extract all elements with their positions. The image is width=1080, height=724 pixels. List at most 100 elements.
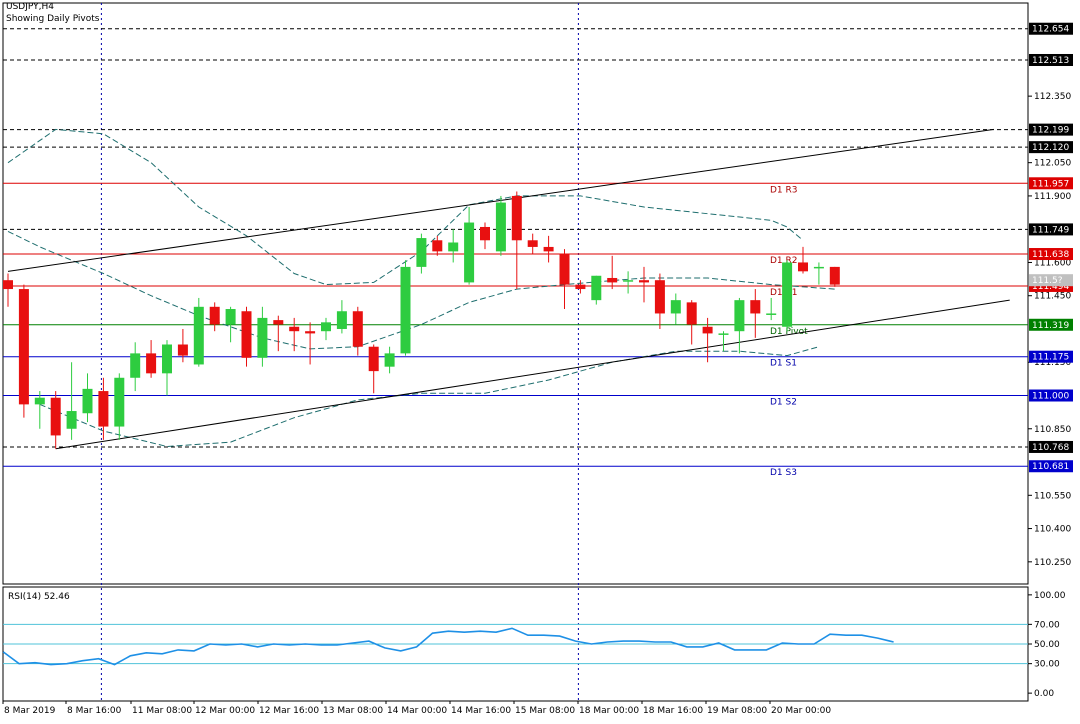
pivot-label: D1 S3 xyxy=(770,468,797,478)
candle-body xyxy=(305,331,316,334)
time-axis-label: 8 Mar 16:00 xyxy=(67,706,122,716)
candle-body xyxy=(34,397,45,405)
level-price-tag xyxy=(1029,440,1073,453)
candle-body xyxy=(321,322,331,332)
level-price-tag xyxy=(1029,123,1073,136)
candle-body xyxy=(782,262,793,327)
candle-body xyxy=(130,353,141,378)
candle-body xyxy=(193,306,204,365)
candle-body xyxy=(591,275,602,301)
candle-body xyxy=(559,253,570,285)
time-axis-label: 20 Mar 00:00 xyxy=(771,706,831,716)
candle-body xyxy=(718,333,729,335)
candle-body xyxy=(352,311,363,347)
price-tick-label: 111.600 xyxy=(1034,258,1071,268)
price-tick-label: 110.400 xyxy=(1034,525,1071,535)
price-tick-label: 110.850 xyxy=(1034,425,1071,435)
candle-body xyxy=(416,238,427,267)
candle-body xyxy=(527,240,538,247)
candle-body xyxy=(225,309,236,325)
candle-body xyxy=(654,280,665,314)
candle-body xyxy=(464,222,475,283)
pivot-label: D1 S1 xyxy=(770,359,797,369)
time-axis-label: 15 Mar 08:00 xyxy=(515,706,575,716)
pivot-price-tag xyxy=(1029,248,1073,261)
pivot-price-tag-label: 111.494 xyxy=(1032,282,1069,292)
moving-average-line xyxy=(7,128,804,286)
current-price-tag xyxy=(1029,274,1073,287)
main-series-group xyxy=(3,128,1010,450)
pivot-price-tag-label: 111.319 xyxy=(1032,321,1069,331)
time-axis-label: 12 Mar 16:00 xyxy=(259,706,319,716)
pivot-price-tag-label: 111.957 xyxy=(1032,179,1069,189)
pivot-price-tag-label: 110.681 xyxy=(1032,462,1069,472)
candle-body xyxy=(702,326,713,334)
rsi-tick-label: 100.00 xyxy=(1034,591,1066,601)
candle-body xyxy=(400,266,411,354)
chart-symbol-title: USDJPY,H4 xyxy=(6,2,54,12)
pivot-price-tag-label: 111.175 xyxy=(1032,353,1069,363)
candle-body xyxy=(575,284,586,290)
pivot-price-tag-label: 111.638 xyxy=(1032,250,1069,260)
pivot-price-tag xyxy=(1029,389,1073,402)
price-tick-label: 111.150 xyxy=(1034,358,1071,368)
time-axis-label: 19 Mar 08:00 xyxy=(707,706,767,716)
rsi-tick-label: 70.00 xyxy=(1034,620,1060,630)
time-axis-label: 14 Mar 00:00 xyxy=(387,706,447,716)
pivot-price-tag xyxy=(1029,350,1073,363)
current-price-tag-label: 111.5? xyxy=(1032,276,1063,286)
candle-body xyxy=(829,266,840,285)
pivot-label: D1 R2 xyxy=(770,256,798,266)
candle-body xyxy=(146,353,157,374)
candle-body xyxy=(66,411,77,429)
time-axis-label: 12 Mar 00:00 xyxy=(195,706,255,716)
pivot-label: D1 R3 xyxy=(770,185,798,195)
level-price-tag-label: 112.513 xyxy=(1032,56,1069,66)
candle-body xyxy=(495,202,506,252)
level-price-tag-label: 111.749 xyxy=(1032,225,1069,235)
candle-body xyxy=(50,397,61,436)
rsi-title: RSI(14) 52.46 xyxy=(8,592,70,602)
level-price-tag xyxy=(1029,22,1073,35)
pivot-subtitle: Showing Daily Pivots xyxy=(6,14,100,24)
candle-body xyxy=(177,344,188,356)
candle-body xyxy=(607,277,618,283)
candle-body xyxy=(18,289,29,405)
candle-body xyxy=(670,300,681,314)
candle-body xyxy=(257,317,268,358)
candle-body xyxy=(623,280,634,282)
pivot-label: D1 S2 xyxy=(770,398,797,408)
candle-body xyxy=(114,377,125,427)
candle-body xyxy=(750,300,761,314)
candle-body xyxy=(82,388,93,414)
rsi-tick-label: 50.00 xyxy=(1034,640,1060,650)
candle-body xyxy=(209,306,220,325)
level-price-tag-label: 112.654 xyxy=(1032,25,1069,35)
price-tick-label: 112.350 xyxy=(1034,92,1071,102)
price-tick-label: 110.250 xyxy=(1034,558,1071,568)
level-price-tag xyxy=(1029,223,1073,236)
time-axis-label: 13 Mar 08:00 xyxy=(323,706,383,716)
level-price-tag-label: 112.120 xyxy=(1032,143,1069,153)
pivot-price-tag xyxy=(1029,460,1073,473)
candle-body xyxy=(98,391,109,427)
candle-body xyxy=(766,313,777,315)
pivot-price-tag-label: 111.000 xyxy=(1032,392,1069,402)
time-axis-label: 14 Mar 16:00 xyxy=(451,706,511,716)
time-axis-label: 18 Mar 16:00 xyxy=(643,706,703,716)
candle-body xyxy=(162,344,172,374)
candle-body xyxy=(798,262,808,272)
candle-body xyxy=(3,280,13,290)
candle-body xyxy=(813,266,824,269)
candle-body xyxy=(368,346,379,372)
candle-body xyxy=(289,326,300,332)
moving-average-line xyxy=(7,230,835,350)
candle-body xyxy=(639,280,649,283)
candle-body xyxy=(384,353,395,367)
level-price-tag xyxy=(1029,53,1073,66)
candle-body xyxy=(543,246,554,252)
pivot-label: D1 Pivot xyxy=(770,327,808,337)
level-price-tag-label: 110.768 xyxy=(1032,443,1069,453)
